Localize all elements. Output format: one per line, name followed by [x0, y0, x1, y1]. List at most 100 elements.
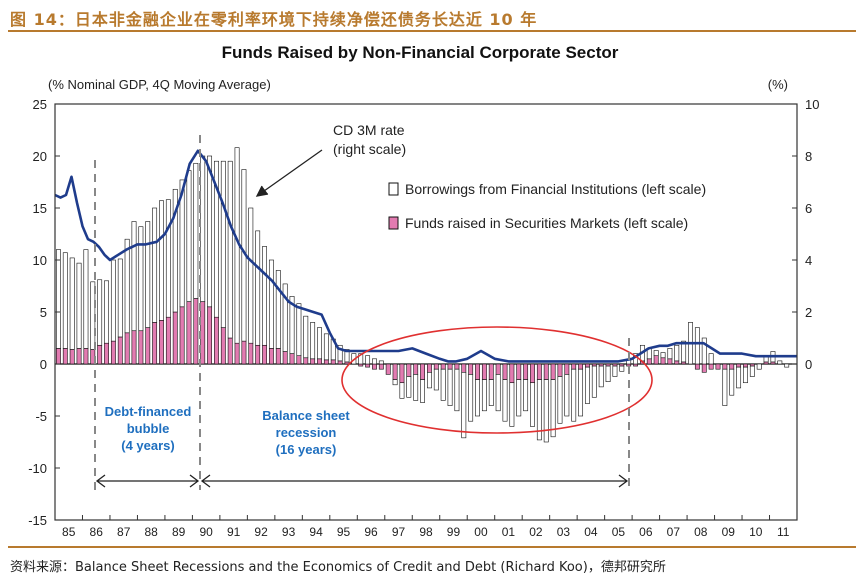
bar-securities: [653, 355, 659, 365]
bar-securities: [481, 363, 487, 380]
bar-borrowings: [598, 365, 604, 388]
bar-securities: [591, 363, 597, 367]
bar-borrowings: [268, 259, 274, 349]
bar-securities: [585, 363, 590, 368]
bar-securities: [433, 363, 439, 370]
bar-securities: [667, 358, 673, 365]
bar-securities: [502, 363, 508, 380]
bar-securities: [406, 363, 412, 377]
left-axis-tick-label: 10: [33, 253, 47, 268]
bar-borrowings: [56, 249, 61, 349]
x-axis-tick-label: 88: [145, 525, 159, 539]
x-axis-tick-label: 11: [777, 525, 790, 539]
bar-securities: [262, 344, 267, 365]
bar-borrowings: [550, 379, 556, 438]
x-axis-tick-label: 96: [364, 525, 378, 539]
bar-securities: [440, 363, 446, 370]
x-axis-tick-label: 09: [722, 525, 736, 539]
bar-securities: [475, 363, 480, 380]
bar-borrowings: [475, 379, 480, 417]
bar-securities: [76, 348, 82, 365]
bar-borrowings: [488, 379, 494, 406]
x-axis-tick-label: 05: [612, 525, 626, 539]
recession-highlight-ellipse: [341, 326, 653, 434]
right-axis-tick-label: 4: [805, 253, 812, 268]
left-axis-label: (% Nominal GDP, 4Q Moving Average): [48, 77, 271, 92]
bar-borrowings: [172, 188, 178, 313]
bar-borrowings: [674, 344, 680, 362]
bar-borrowings: [165, 199, 171, 318]
bar-securities: [715, 363, 721, 370]
bar-securities: [172, 311, 178, 365]
left-axis-tick-label: -15: [28, 513, 47, 528]
recession-duration-arrow: [200, 474, 629, 488]
bubble-annotation-line2: bubble: [127, 421, 170, 436]
bar-securities: [495, 363, 501, 375]
bar-securities: [372, 363, 377, 370]
bar-securities: [516, 363, 522, 380]
bar-borrowings: [708, 353, 714, 365]
right-axis-tick-label: 6: [805, 201, 812, 216]
bar-borrowings: [344, 349, 350, 363]
bar-securities: [399, 363, 405, 384]
bar-borrowings: [227, 160, 233, 339]
bar-securities: [660, 357, 666, 365]
bar-securities: [110, 340, 116, 365]
bar-borrowings: [516, 379, 522, 417]
bar-borrowings: [317, 327, 322, 360]
bar-borrowings: [461, 372, 467, 439]
bar-securities: [241, 340, 247, 365]
bar-borrowings: [564, 374, 570, 417]
source-note: 资料来源：Balance Sheet Recessions and the Ec…: [10, 560, 666, 575]
bar-borrowings: [62, 252, 68, 349]
x-axis-tick-label: 85: [62, 525, 76, 539]
bar-securities: [69, 349, 75, 365]
bar-securities: [509, 363, 515, 384]
bar-borrowings: [784, 363, 790, 368]
bar-borrowings: [138, 226, 144, 332]
x-axis-tick-label: 07: [667, 525, 681, 539]
bar-securities: [97, 344, 103, 365]
bar-borrowings: [502, 379, 508, 422]
bar-securities: [317, 358, 322, 365]
bar-securities: [633, 363, 638, 367]
bar-borrowings: [159, 200, 164, 321]
bar-borrowings: [214, 160, 219, 318]
x-axis-tick-label: 02: [529, 525, 543, 539]
bar-borrowings: [289, 296, 295, 354]
bar-securities: [131, 330, 137, 365]
cd-rate-annotation-line2: (right scale): [333, 141, 406, 157]
bar-borrowings: [681, 340, 687, 363]
bar-securities: [770, 361, 776, 365]
bar-borrowings: [447, 368, 453, 406]
bar-securities: [543, 363, 549, 380]
bar-borrowings: [530, 382, 535, 427]
bar-securities: [289, 353, 295, 365]
bar-borrowings: [694, 327, 700, 365]
bar-securities: [454, 363, 460, 370]
bar-securities: [296, 355, 302, 365]
bar-securities: [564, 363, 570, 375]
bar-borrowings: [420, 379, 425, 403]
bar-borrowings: [76, 262, 82, 349]
x-axis-tick-label: 98: [419, 525, 433, 539]
bar-borrowings: [145, 221, 151, 328]
bar-securities: [124, 332, 130, 365]
bar-borrowings: [427, 372, 432, 389]
right-axis-tick-label: 0: [805, 357, 812, 372]
x-axis-tick-label: 04: [584, 525, 598, 539]
x-axis-tick-label: 00: [474, 525, 488, 539]
bar-securities: [694, 363, 700, 370]
bar-securities: [330, 359, 336, 365]
bar-securities: [763, 361, 769, 365]
bar-securities: [427, 363, 432, 373]
x-axis-tick-label: 87: [117, 525, 131, 539]
bar-securities: [117, 336, 123, 365]
recession-annotation-line2: recession: [276, 425, 337, 440]
bar-securities: [385, 363, 391, 375]
bar-borrowings: [543, 379, 549, 443]
bar-borrowings: [585, 366, 590, 404]
bar-borrowings: [701, 337, 707, 365]
bar-borrowings: [433, 368, 439, 391]
bar-borrowings: [536, 379, 542, 441]
